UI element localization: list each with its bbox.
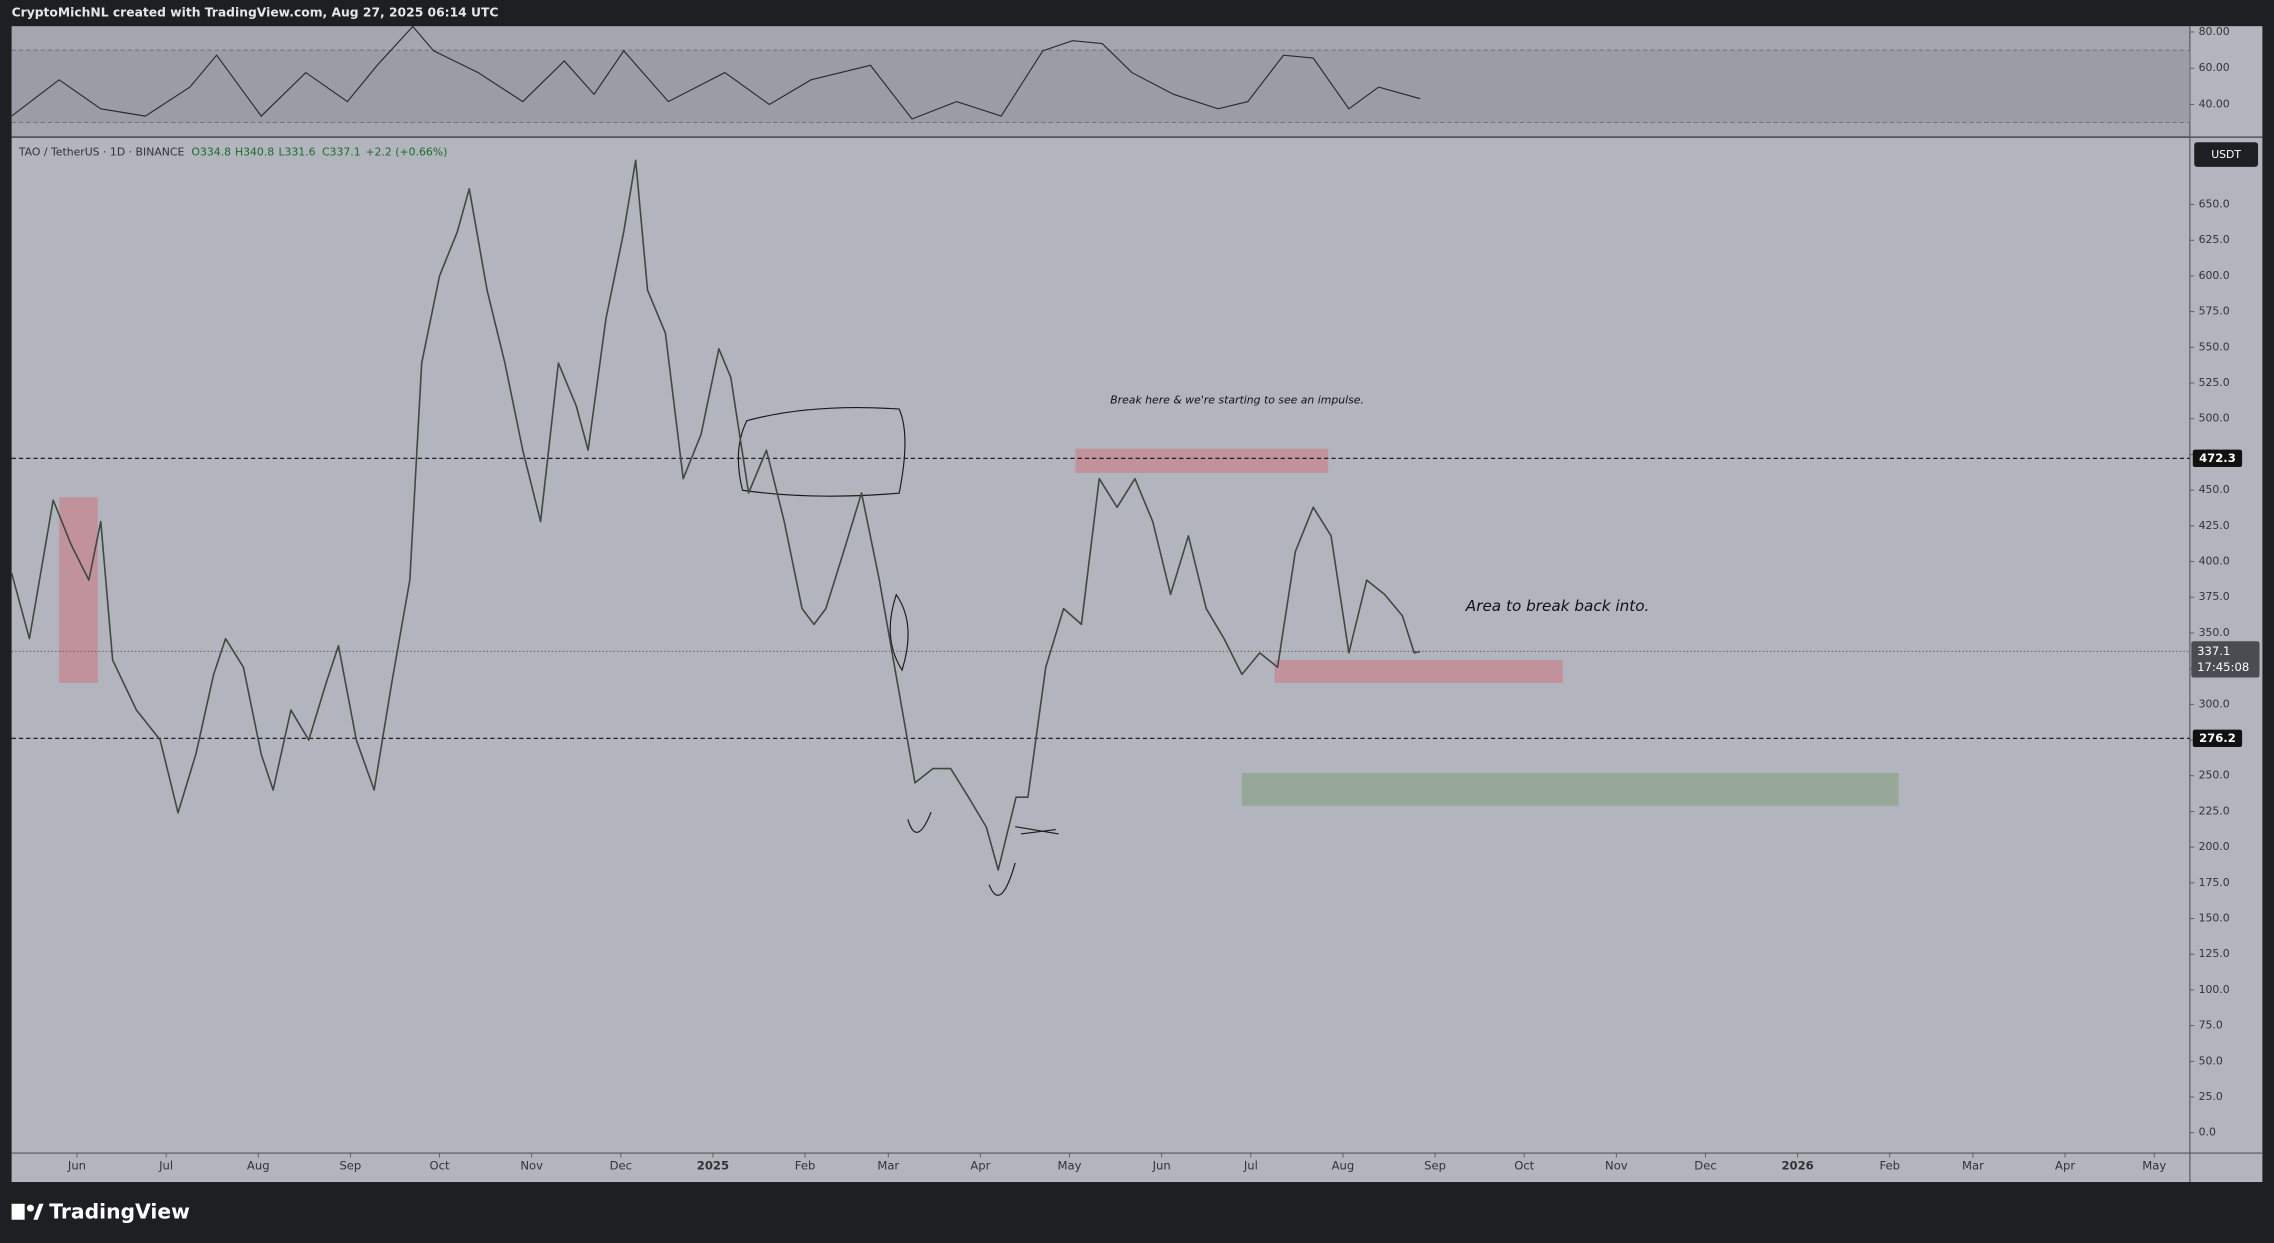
rsi-tick-label: 60.00 xyxy=(2199,61,2230,74)
ohlc: O334.8 H340.8 L331.6 C337.1 +2.2 (+0.66%) xyxy=(191,145,447,158)
y-tick-label: 400.0 xyxy=(2199,555,2230,568)
zone xyxy=(1274,660,1563,683)
ohlc-value: C337.1 xyxy=(322,145,361,158)
x-tick-label: Jun xyxy=(1152,1159,1171,1173)
x-tick-label: Sep xyxy=(1424,1159,1446,1173)
y-tick-label: 150.0 xyxy=(2199,912,2230,925)
y-tick-label: 175.0 xyxy=(2199,876,2230,889)
header: CryptoMichNL created with TradingView.co… xyxy=(12,6,499,20)
x-tick-label: May xyxy=(2142,1159,2166,1173)
y-tick-label: 75.0 xyxy=(2199,1019,2223,1032)
price-label: 472.3 xyxy=(2199,451,2236,465)
last-price-box xyxy=(2191,641,2260,678)
x-tick-label: Nov xyxy=(520,1159,543,1173)
x-tick-label: Jun xyxy=(67,1159,86,1173)
countdown: 17:45:08 xyxy=(2197,660,2249,674)
y-tick-label: 650.0 xyxy=(2199,198,2230,211)
x-tick-label: May xyxy=(1058,1159,1082,1173)
rsi-tick-label: 80.00 xyxy=(2199,25,2230,38)
ohlc-value: H340.8 xyxy=(235,145,274,158)
x-tick-label: Mar xyxy=(877,1159,899,1173)
x-tick-label: Dec xyxy=(610,1159,632,1173)
brand: TradingView xyxy=(49,1199,190,1223)
ohlc-value: O334.8 xyxy=(191,145,231,158)
y-tick-label: 125.0 xyxy=(2199,947,2230,960)
x-tick-label: Feb xyxy=(1879,1159,1900,1173)
price-axis xyxy=(2189,26,2263,1154)
y-tick-label: 25.0 xyxy=(2199,1090,2223,1103)
drawings xyxy=(737,407,1059,896)
y-tick-label: 550.0 xyxy=(2199,340,2230,353)
x-tick-label: 2026 xyxy=(1781,1159,1813,1173)
x-tick-label: Dec xyxy=(1694,1159,1716,1173)
annotation: Break here & we're starting to see an im… xyxy=(1110,393,1364,406)
x-tick-label: Feb xyxy=(795,1159,816,1173)
time-axis xyxy=(11,1153,2263,1183)
price-label-box xyxy=(2192,449,2243,467)
y-tick-label: 100.0 xyxy=(2199,983,2230,996)
y-tick-label: 575.0 xyxy=(2199,305,2230,318)
y-tick-label: 250.0 xyxy=(2199,769,2230,782)
price-label-box xyxy=(2192,729,2243,748)
x-tick-label: 2025 xyxy=(697,1159,729,1173)
y-tick-label: 600.0 xyxy=(2199,269,2230,282)
annotation: Area to break back into. xyxy=(1465,597,1650,615)
logo xyxy=(11,1203,44,1220)
y-tick-label: 300.0 xyxy=(2199,697,2230,710)
currency-box xyxy=(2194,142,2259,167)
y-tick-label: 625.0 xyxy=(2199,233,2230,246)
x-tick-label: Aug xyxy=(1332,1159,1355,1173)
x-tick-label: Sep xyxy=(339,1159,361,1173)
y-tick-label: 425.0 xyxy=(2199,519,2230,532)
y-tick-label: 50.0 xyxy=(2199,1054,2223,1067)
x-tick-label: Oct xyxy=(430,1159,450,1173)
rsi-tick-label: 40.00 xyxy=(2199,97,2230,110)
price-pane xyxy=(11,137,2190,1154)
ohlc-value: +2.2 (+0.66%) xyxy=(365,145,447,158)
last-price: 337.1 xyxy=(2197,644,2230,658)
x-tick-label: Mar xyxy=(1962,1159,1984,1173)
x-tick-label: Nov xyxy=(1605,1159,1628,1173)
rsi-line xyxy=(11,25,1421,120)
y-tick-label: 450.0 xyxy=(2199,483,2230,496)
y-tick-label: 500.0 xyxy=(2199,412,2230,425)
y-tick-label: 200.0 xyxy=(2199,840,2230,853)
rsi-band xyxy=(11,50,2190,123)
x-tick-label: Jul xyxy=(1243,1159,1258,1173)
y-tick-label: 350.0 xyxy=(2199,626,2230,639)
zone xyxy=(59,497,98,683)
x-tick-label: Apr xyxy=(970,1159,990,1173)
price-line-series xyxy=(10,159,1421,871)
x-tick-label: Apr xyxy=(2055,1159,2075,1173)
zone xyxy=(1241,772,1899,806)
x-tick-label: Jul xyxy=(158,1159,173,1173)
symbol: TAO / TetherUS · 1D · BINANCE xyxy=(18,145,185,158)
y-tick-label: 225.0 xyxy=(2199,804,2230,817)
y-tick-label: 0.0 xyxy=(2199,1126,2216,1139)
y-tick-label: 525.0 xyxy=(2199,376,2230,389)
currency: USDT xyxy=(2211,148,2241,161)
x-tick-label: Oct xyxy=(1514,1159,1534,1173)
price-label: 276.2 xyxy=(2199,731,2236,745)
zone xyxy=(1075,448,1329,473)
ohlc-value: L331.6 xyxy=(278,145,315,158)
y-tick-label: 375.0 xyxy=(2199,590,2230,603)
x-tick-label: Aug xyxy=(247,1159,270,1173)
